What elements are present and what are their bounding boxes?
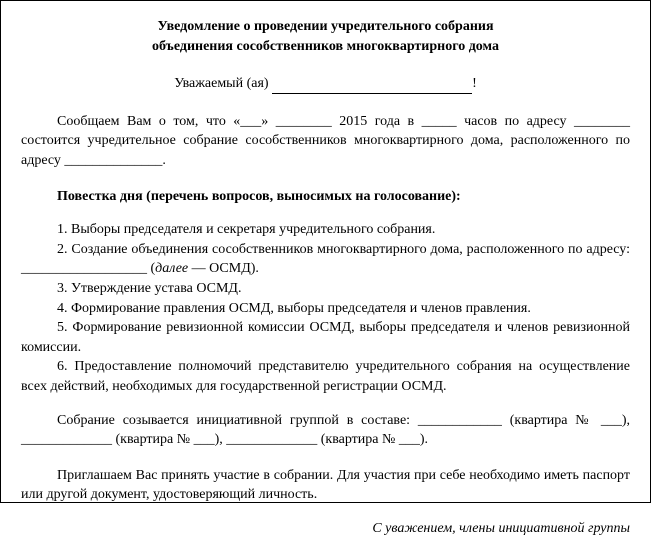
agenda-item-2: 2. Создание объединения сособственников … xyxy=(21,240,630,279)
salutation-line: Уважаемый (ая) ! xyxy=(21,74,630,94)
document-title: Уведомление о проведении учредительного … xyxy=(21,17,630,56)
document-container: Уведомление о проведении учредительного … xyxy=(0,0,651,503)
agenda-item-5: 5. Формирование ревизионной комиссии ОСМ… xyxy=(21,318,630,357)
salutation-suffix: ! xyxy=(472,76,477,91)
item2-italic: далее xyxy=(155,261,188,276)
spacer-1 xyxy=(21,397,630,411)
title-line-1: Уведомление о проведении учредительного … xyxy=(21,17,630,37)
signature-line: С уважением, члены инициативной группы xyxy=(21,519,630,538)
salutation-prefix: Уважаемый (ая) xyxy=(174,76,272,91)
agenda-item-3: 3. Утверждение устава ОСМД. xyxy=(21,279,630,299)
agenda-item-4: 4. Формирование правления ОСМД, выборы п… xyxy=(21,299,630,319)
agenda-header: Повестка дня (перечень вопросов, выносим… xyxy=(21,187,630,207)
agenda-item-6: 6. Предоставление полномочий представите… xyxy=(21,357,630,396)
title-line-2: объединения сособственников многоквартир… xyxy=(21,37,630,57)
salutation-blank xyxy=(272,80,472,94)
intro-paragraph: Сообщаем Вам о том, что «___» ________ 2… xyxy=(21,112,630,171)
invite-paragraph: Приглашаем Вас принять участие в собрани… xyxy=(21,466,630,505)
convene-paragraph: Собрание созывается инициативной группой… xyxy=(21,411,630,450)
item2-part1: 2. Создание объединения сособственников … xyxy=(21,242,630,277)
item2-part2: — ОСМД). xyxy=(188,261,259,276)
agenda-item-1: 1. Выборы председателя и секретаря учред… xyxy=(21,220,630,240)
spacer-2 xyxy=(21,452,630,466)
